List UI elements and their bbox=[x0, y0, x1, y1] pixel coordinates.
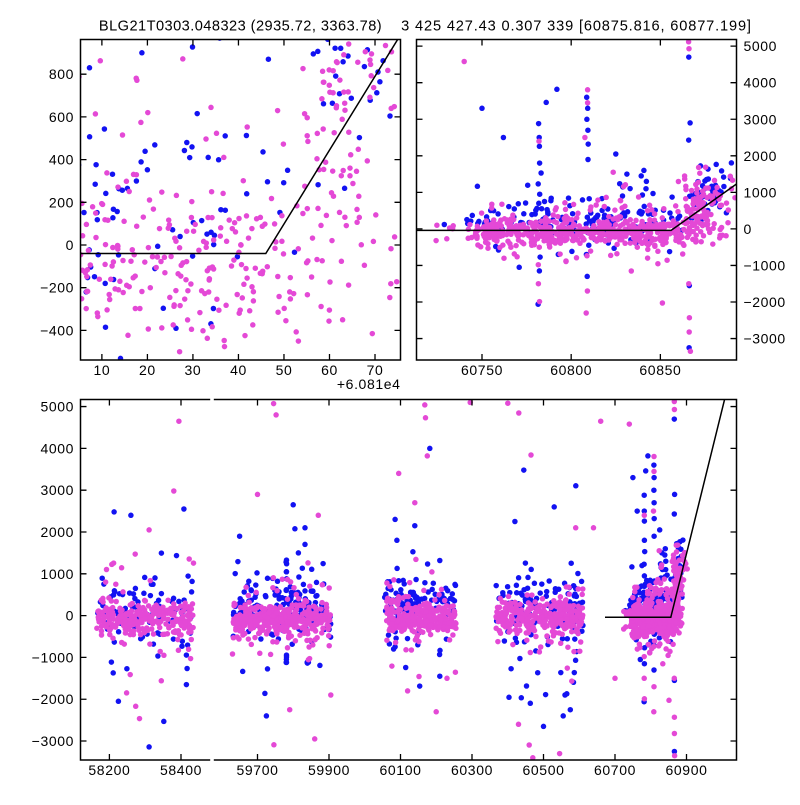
svg-text:1000: 1000 bbox=[744, 184, 778, 200]
svg-text:40: 40 bbox=[230, 362, 247, 378]
svg-text:60100: 60100 bbox=[380, 762, 422, 778]
svg-text:−2000: −2000 bbox=[32, 691, 74, 707]
svg-text:2000: 2000 bbox=[40, 524, 74, 540]
svg-text:60750: 60750 bbox=[461, 362, 503, 378]
svg-text:20: 20 bbox=[139, 362, 156, 378]
svg-text:60900: 60900 bbox=[666, 762, 708, 778]
svg-text:4000: 4000 bbox=[40, 440, 74, 456]
svg-text:−3000: −3000 bbox=[32, 733, 74, 749]
svg-text:58200: 58200 bbox=[88, 762, 130, 778]
svg-text:59900: 59900 bbox=[308, 762, 350, 778]
svg-text:60850: 60850 bbox=[639, 362, 681, 378]
svg-text:600: 600 bbox=[49, 109, 74, 125]
svg-text:3000: 3000 bbox=[744, 111, 778, 127]
svg-text:60800: 60800 bbox=[550, 362, 592, 378]
svg-text:4000: 4000 bbox=[744, 75, 778, 91]
svg-text:70: 70 bbox=[367, 362, 384, 378]
svg-text:5000: 5000 bbox=[40, 399, 74, 415]
svg-text:BLG21T0303.048323 (2935.72, 33: BLG21T0303.048323 (2935.72, 3363.78) bbox=[99, 19, 382, 35]
svg-text:−400: −400 bbox=[40, 322, 74, 338]
svg-text:−1000: −1000 bbox=[744, 257, 786, 273]
svg-text:0: 0 bbox=[744, 221, 752, 237]
svg-text:800: 800 bbox=[49, 66, 74, 82]
svg-text:59700: 59700 bbox=[237, 762, 279, 778]
svg-text:58400: 58400 bbox=[160, 762, 202, 778]
svg-text:200: 200 bbox=[49, 194, 74, 210]
svg-text:3000: 3000 bbox=[40, 482, 74, 498]
svg-text:2000: 2000 bbox=[744, 148, 778, 164]
svg-text:−3000: −3000 bbox=[744, 331, 786, 347]
svg-text:3 425 427.43 0.307 339 [60875.: 3 425 427.43 0.307 339 [60875.816, 60877… bbox=[401, 19, 752, 35]
svg-text:60300: 60300 bbox=[451, 762, 493, 778]
svg-text:0: 0 bbox=[66, 608, 74, 624]
svg-text:50: 50 bbox=[276, 362, 293, 378]
svg-text:−200: −200 bbox=[40, 280, 74, 296]
svg-text:400: 400 bbox=[49, 152, 74, 168]
svg-text:1000: 1000 bbox=[40, 566, 74, 582]
svg-text:−2000: −2000 bbox=[744, 294, 786, 310]
svg-text:−1000: −1000 bbox=[32, 649, 74, 665]
svg-text:+6.081e4: +6.081e4 bbox=[337, 376, 401, 392]
svg-text:0: 0 bbox=[66, 237, 74, 253]
svg-text:10: 10 bbox=[94, 362, 111, 378]
svg-text:60500: 60500 bbox=[523, 762, 565, 778]
svg-text:5000: 5000 bbox=[744, 38, 778, 54]
svg-text:60: 60 bbox=[321, 362, 338, 378]
svg-text:30: 30 bbox=[185, 362, 202, 378]
svg-text:60700: 60700 bbox=[594, 762, 636, 778]
